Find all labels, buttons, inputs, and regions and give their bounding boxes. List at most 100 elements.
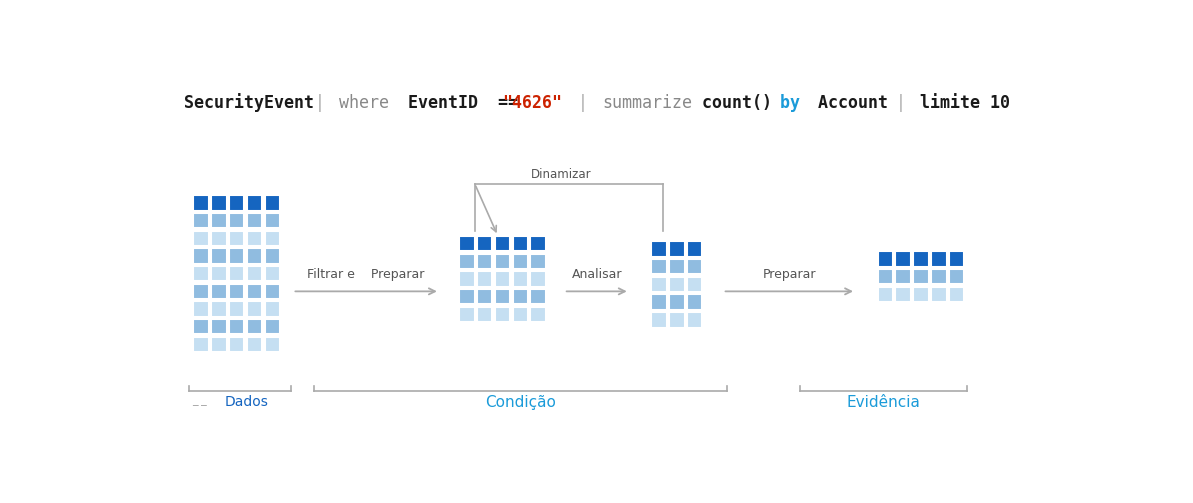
FancyBboxPatch shape [931, 287, 946, 302]
FancyBboxPatch shape [193, 337, 209, 352]
FancyBboxPatch shape [265, 284, 280, 299]
FancyBboxPatch shape [531, 307, 546, 322]
FancyBboxPatch shape [229, 319, 245, 334]
FancyBboxPatch shape [531, 236, 546, 252]
FancyBboxPatch shape [211, 319, 227, 334]
FancyBboxPatch shape [651, 312, 667, 327]
Text: EventID  ==: EventID == [378, 94, 538, 112]
FancyBboxPatch shape [193, 284, 209, 299]
FancyBboxPatch shape [477, 289, 493, 304]
FancyBboxPatch shape [229, 213, 245, 228]
FancyBboxPatch shape [495, 236, 511, 252]
Text: SecurityEvent: SecurityEvent [184, 93, 314, 112]
FancyBboxPatch shape [193, 319, 209, 334]
FancyBboxPatch shape [265, 319, 280, 334]
FancyBboxPatch shape [878, 269, 894, 284]
FancyBboxPatch shape [459, 289, 475, 304]
FancyBboxPatch shape [687, 259, 703, 275]
FancyBboxPatch shape [896, 252, 911, 267]
FancyBboxPatch shape [687, 277, 703, 292]
FancyBboxPatch shape [948, 269, 964, 284]
FancyBboxPatch shape [459, 307, 475, 322]
FancyBboxPatch shape [247, 195, 262, 211]
FancyBboxPatch shape [211, 230, 227, 246]
FancyBboxPatch shape [878, 287, 894, 302]
FancyBboxPatch shape [193, 213, 209, 228]
FancyBboxPatch shape [651, 277, 667, 292]
FancyBboxPatch shape [247, 213, 262, 228]
FancyBboxPatch shape [265, 248, 280, 264]
FancyBboxPatch shape [459, 236, 475, 252]
Text: Evidência: Evidência [847, 395, 920, 410]
FancyBboxPatch shape [687, 241, 703, 257]
Text: |: | [285, 94, 354, 112]
FancyBboxPatch shape [651, 294, 667, 310]
FancyBboxPatch shape [247, 230, 262, 246]
FancyBboxPatch shape [914, 252, 929, 267]
FancyBboxPatch shape [477, 236, 493, 252]
Text: summarize: summarize [602, 94, 692, 112]
FancyBboxPatch shape [948, 252, 964, 267]
FancyBboxPatch shape [477, 254, 493, 269]
Text: by: by [749, 94, 799, 112]
FancyBboxPatch shape [265, 266, 280, 281]
FancyBboxPatch shape [211, 248, 227, 264]
FancyBboxPatch shape [931, 269, 946, 284]
FancyBboxPatch shape [229, 284, 245, 299]
Text: _ _: _ _ [192, 395, 208, 405]
FancyBboxPatch shape [211, 266, 227, 281]
FancyBboxPatch shape [211, 195, 227, 211]
FancyBboxPatch shape [495, 254, 511, 269]
Text: Analisar: Analisar [571, 268, 623, 281]
FancyBboxPatch shape [265, 195, 280, 211]
FancyBboxPatch shape [211, 337, 227, 352]
Text: where: where [339, 94, 389, 112]
FancyBboxPatch shape [459, 271, 475, 287]
FancyBboxPatch shape [651, 241, 667, 257]
Text: Filtrar e    Preparar: Filtrar e Preparar [308, 268, 425, 281]
Text: limite 10: limite 10 [920, 94, 1010, 112]
FancyBboxPatch shape [513, 254, 528, 269]
FancyBboxPatch shape [531, 254, 546, 269]
FancyBboxPatch shape [247, 248, 262, 264]
FancyBboxPatch shape [229, 266, 245, 281]
FancyBboxPatch shape [669, 312, 685, 327]
FancyBboxPatch shape [669, 241, 685, 257]
Text: Dinamizar: Dinamizar [531, 168, 592, 181]
FancyBboxPatch shape [513, 271, 528, 287]
Text: |: | [549, 94, 618, 112]
FancyBboxPatch shape [265, 337, 280, 352]
Text: |: | [866, 94, 937, 112]
FancyBboxPatch shape [687, 312, 703, 327]
FancyBboxPatch shape [211, 284, 227, 299]
FancyBboxPatch shape [247, 284, 262, 299]
FancyBboxPatch shape [229, 248, 245, 264]
FancyBboxPatch shape [265, 301, 280, 317]
FancyBboxPatch shape [229, 337, 245, 352]
FancyBboxPatch shape [211, 213, 227, 228]
FancyBboxPatch shape [193, 195, 209, 211]
FancyBboxPatch shape [193, 301, 209, 317]
Text: Dados: Dados [224, 395, 268, 409]
FancyBboxPatch shape [477, 271, 493, 287]
FancyBboxPatch shape [878, 252, 894, 267]
FancyBboxPatch shape [495, 307, 511, 322]
Text: Condição: Condição [484, 395, 556, 410]
FancyBboxPatch shape [247, 337, 262, 352]
FancyBboxPatch shape [531, 271, 546, 287]
Text: count(): count() [672, 94, 772, 112]
FancyBboxPatch shape [931, 252, 946, 267]
FancyBboxPatch shape [513, 307, 528, 322]
Text: "4626": "4626" [502, 94, 562, 112]
FancyBboxPatch shape [948, 287, 964, 302]
FancyBboxPatch shape [193, 266, 209, 281]
FancyBboxPatch shape [687, 294, 703, 310]
FancyBboxPatch shape [211, 301, 227, 317]
FancyBboxPatch shape [896, 269, 911, 284]
FancyBboxPatch shape [896, 287, 911, 302]
FancyBboxPatch shape [669, 259, 685, 275]
FancyBboxPatch shape [193, 230, 209, 246]
Text: Preparar: Preparar [762, 268, 816, 281]
FancyBboxPatch shape [651, 259, 667, 275]
FancyBboxPatch shape [229, 195, 245, 211]
